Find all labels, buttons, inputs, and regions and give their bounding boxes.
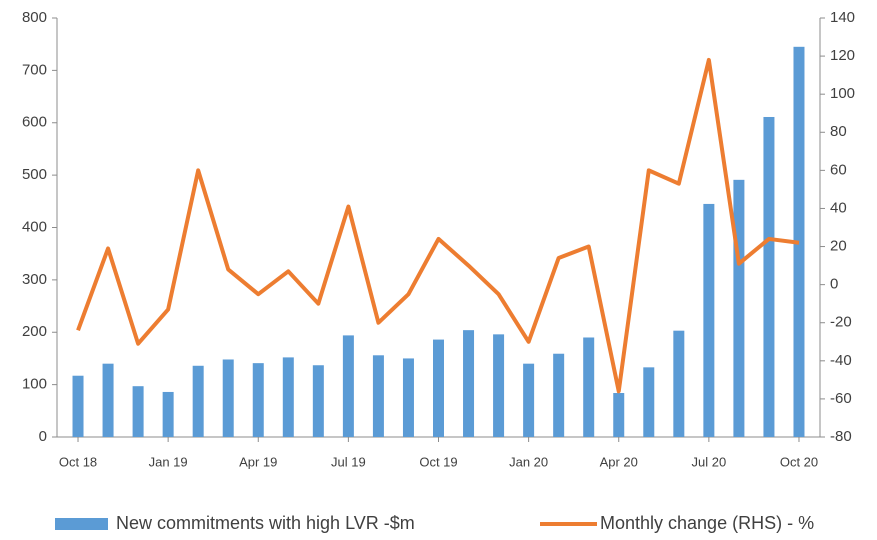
- y2-tick-label: -20: [830, 314, 852, 331]
- bar: [643, 367, 655, 437]
- x-tick-label: Oct 20: [780, 454, 818, 469]
- y-tick-label: 300: [22, 271, 47, 288]
- bar: [433, 339, 444, 437]
- bar: [372, 355, 384, 437]
- y2-tick-label: 40: [830, 199, 847, 216]
- line: [76, 57, 800, 394]
- x-tick-label: Jul 20: [692, 454, 727, 469]
- y2-tick-label: 60: [830, 161, 847, 178]
- x-tick-label: Oct 19: [419, 454, 457, 469]
- bar: [72, 375, 84, 437]
- y2-tick-label: 0: [830, 276, 838, 293]
- x-tick-label: Apr 19: [239, 454, 277, 469]
- y-tick-label: 600: [22, 114, 47, 131]
- y2-tick-label: 80: [830, 123, 847, 140]
- bar: [703, 203, 715, 437]
- bar: [312, 365, 324, 437]
- y2-tick-label: 100: [830, 85, 855, 102]
- bar: [132, 386, 144, 437]
- y2-tick-label: -40: [830, 352, 852, 369]
- x-tick-label: Jan 20: [509, 454, 548, 469]
- bar: [673, 330, 685, 437]
- x-tick-label: Jul 19: [331, 454, 366, 469]
- bar: [222, 359, 234, 437]
- y-tick-label: 200: [22, 323, 47, 340]
- bar: [102, 363, 114, 437]
- bar: [613, 393, 625, 437]
- y2-tick-label: 120: [830, 47, 855, 64]
- bar: [493, 334, 505, 437]
- y-tick-label: 800: [22, 9, 47, 26]
- bar: [553, 353, 565, 437]
- y2-tick-label: -80: [830, 428, 852, 445]
- bar: [402, 358, 414, 437]
- bar: [162, 391, 174, 437]
- bar: [282, 357, 294, 437]
- y-tick-label: 500: [22, 166, 47, 183]
- y-tick-label: 0: [39, 428, 47, 445]
- bar: [252, 363, 264, 437]
- bar: [733, 179, 745, 437]
- y2-tick-label: 20: [830, 238, 847, 255]
- bar: [763, 116, 775, 438]
- y-tick-label: 400: [22, 218, 47, 235]
- y-tick-label: 700: [22, 61, 47, 78]
- legend-label: New commitments with high LVR -$m: [116, 513, 415, 533]
- legend-label: Monthly change (RHS) - %: [600, 513, 814, 533]
- bar: [463, 330, 475, 437]
- legend-swatch: [55, 518, 108, 530]
- y-tick-label: 100: [22, 376, 47, 393]
- x-tick-label: Jan 19: [149, 454, 188, 469]
- bar: [523, 363, 535, 437]
- bar: [583, 337, 595, 437]
- y2-tick-label: 140: [830, 9, 855, 26]
- x-tick-label: Apr 20: [600, 454, 638, 469]
- x-tick-label: Oct 18: [59, 454, 97, 469]
- bar: [192, 365, 204, 437]
- bar: [342, 335, 354, 437]
- y2-tick-label: -60: [830, 390, 852, 407]
